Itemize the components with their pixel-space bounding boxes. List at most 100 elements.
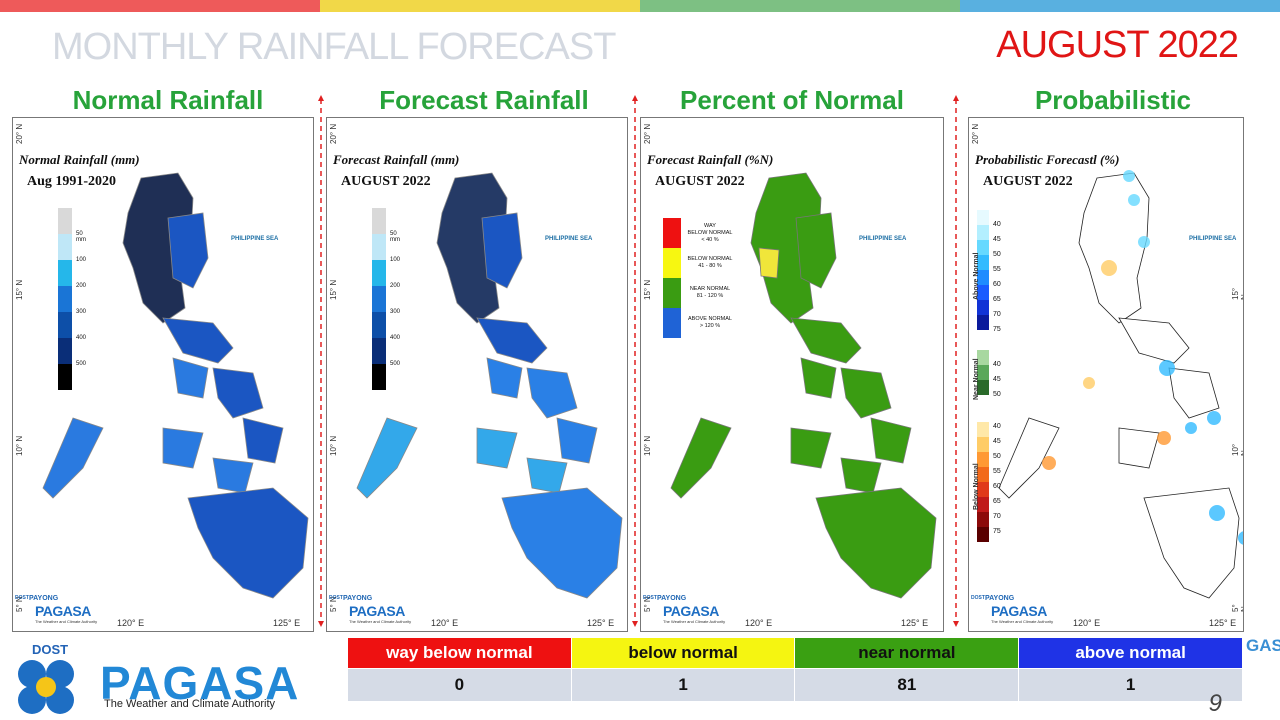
legend-label: 500: [390, 361, 401, 367]
legend-label: 40: [993, 423, 1001, 430]
bar-green: [640, 0, 960, 12]
slide-title: MONTHLY RAINFALL FORECAST: [52, 26, 616, 68]
legend-near: NEAR NORMAL 81 - 120 %: [663, 278, 735, 308]
legend-swatch: [977, 467, 989, 482]
bar-yellow: [320, 0, 640, 12]
legend-label: 400: [390, 335, 401, 341]
legend-label: 500: [76, 361, 87, 367]
lon-label: 120° E: [1073, 618, 1101, 628]
legend-category: Near Normal: [973, 358, 980, 400]
map-subtitle-probabilistic: AUGUST 2022: [983, 174, 1073, 189]
rainfall-legend-forecast: 50 mm 100 200 300 400 500: [372, 208, 400, 390]
legend-swatch: [977, 422, 989, 437]
legend-swatch: [977, 527, 989, 542]
legend-swatch: [977, 255, 989, 270]
legend-label: 300: [76, 309, 87, 315]
legend-swatch: [977, 315, 989, 330]
legend-text: 81 - 120 %: [696, 293, 724, 299]
legend-text: NEAR NORMAL: [689, 286, 731, 292]
logo-tagline: The Weather and Climate Authority: [349, 619, 412, 624]
legend-label: 60: [993, 483, 1001, 490]
legend-swatch: [977, 285, 989, 300]
pagasa-emblem-icon: [18, 660, 74, 714]
legend-swatch: [977, 452, 989, 467]
footer-tagline: The Weather and Climate Authority: [104, 698, 275, 710]
lat-label: 15° N: [643, 279, 652, 300]
prob-legend-below: 40 45 50 55 60 65 70 75 Below Normal: [973, 422, 1001, 542]
logo-tagline: The Weather and Climate Authority: [663, 619, 726, 624]
lon-label: 125° E: [587, 618, 615, 628]
legend-swatch: [977, 225, 989, 240]
legend-swatch: [977, 240, 989, 255]
legend-label: 45: [993, 438, 1001, 445]
legend-swatch: [977, 482, 989, 497]
lon-label: 125° E: [273, 618, 301, 628]
legend-swatch: [58, 286, 72, 312]
legend-swatch: [58, 312, 72, 338]
legend-swatch: [58, 338, 72, 364]
legend-label: 70: [993, 513, 1001, 520]
legend-swatch: [58, 208, 72, 234]
legend-label: 60: [993, 281, 1001, 288]
legend-swatch: [663, 248, 681, 278]
heading-percent-normal: Percent of Normal: [680, 85, 904, 115]
category-count: 81: [794, 668, 1020, 702]
heading-forecast-rainfall: Forecast Rainfall: [379, 85, 589, 115]
lat-label: 5° N: [1231, 604, 1243, 612]
prob-legend-near: 40 45 50 Near Normal: [973, 350, 1001, 400]
lat-label: 20° N: [643, 123, 652, 144]
category-count: 1: [1018, 668, 1243, 702]
legend-swatch: [977, 437, 989, 452]
legend-label: 70: [993, 311, 1001, 318]
legend-swatch: [977, 270, 989, 285]
philippines-map-percent: [670, 172, 937, 599]
legend-label: 50: [993, 251, 1001, 258]
category-count: 0: [347, 668, 572, 702]
philippines-map-forecast: [356, 172, 623, 599]
legend-swatch: [372, 338, 386, 364]
map-title-probabilistic: Probabilistic Forecastl (%): [975, 152, 1120, 167]
legend-text: BELOW NORMAL: [687, 256, 733, 262]
logo-pagasa: PAGASA: [35, 603, 91, 619]
legend-above: ABOVE NORMAL > 120 %: [663, 308, 735, 338]
sea-label: PHILIPPINE SEA: [231, 236, 279, 242]
lat-label: 10° N: [643, 435, 652, 456]
logo-dost: DOST: [15, 595, 29, 601]
legend-swatch: [977, 350, 989, 365]
payong-pagasa-logo: DOST PAYONG PAGASA The Weather and Clima…: [971, 589, 1054, 629]
heading-probabilistic: Probabilistic: [1034, 85, 1192, 115]
legend-label: 65: [993, 498, 1001, 505]
legend-text: ABOVE NORMAL: [687, 316, 732, 322]
lon-label: 120° E: [117, 618, 145, 628]
rainfall-legend-normal: 50 mm 100 200 300 400 500: [58, 208, 86, 390]
sea-label: PHILIPPINE SEA: [859, 236, 907, 242]
legend-label: 75: [993, 326, 1001, 333]
logo-tagline: The Weather and Climate Authority: [991, 619, 1054, 624]
lon-label: 125° E: [901, 618, 929, 628]
logo-pagasa: PAGASA: [663, 603, 719, 619]
category-summary-table: way below normal below normal near norma…: [347, 637, 1243, 702]
lon-label: 120° E: [745, 618, 773, 628]
legend-text: BELOW NORMAL: [687, 229, 733, 236]
legend-category: Below Normal: [973, 463, 980, 510]
legend-label: 100: [76, 257, 87, 263]
category-count-row: 0 1 81 1: [347, 668, 1243, 702]
legend-text: < 40 %: [701, 236, 719, 243]
legend-text: 41 - 80 %: [698, 263, 722, 269]
logo-tagline: The Weather and Climate Authority: [35, 619, 98, 624]
lat-label: 10° N: [15, 435, 24, 456]
legend-swatch: [372, 364, 386, 390]
map-panel-forecast: Forecast Rainfall (mm) AUGUST 2022 50 mm…: [326, 117, 628, 632]
legend-swatch: [663, 218, 681, 248]
legend-label: 55: [993, 468, 1001, 475]
legend-swatch: [977, 365, 989, 380]
lat-label: 15° N: [1231, 287, 1243, 300]
legend-category: Above Normal: [973, 252, 980, 300]
legend-swatch: [372, 208, 386, 234]
map-panel-probabilistic: Probabilistic Forecastl (%) AUGUST 2022 …: [968, 117, 1244, 632]
logo-dost: DOST: [643, 595, 657, 601]
category-count: 1: [570, 668, 796, 702]
legend-swatch: [977, 380, 989, 395]
legend-label: 200: [76, 283, 87, 289]
legend-label: 200: [390, 283, 401, 289]
